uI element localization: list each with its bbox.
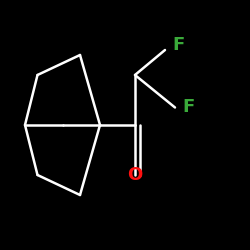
Text: F: F [182, 98, 195, 116]
Text: O: O [128, 166, 142, 184]
Text: F: F [172, 36, 185, 54]
